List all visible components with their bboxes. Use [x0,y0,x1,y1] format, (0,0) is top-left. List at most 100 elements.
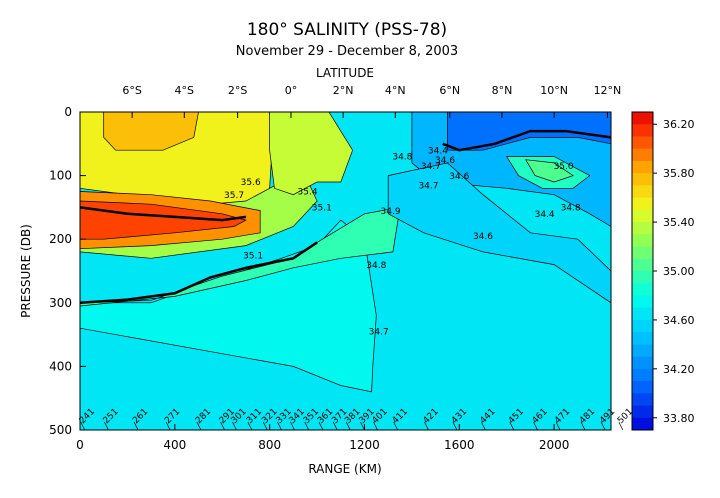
latitude-tick-label: 12°N [594,84,622,97]
station-marker [262,421,268,431]
station-marker [345,421,351,431]
colorbar-swatch [632,393,653,407]
latitude-tick-label: 2°N [333,84,354,97]
colorbar-swatch [632,368,653,382]
colorbar-tick-label: 33.80 [663,412,695,425]
colorbar-swatch [632,160,653,174]
contour-label: 34.7 [418,181,438,191]
contour-label: 34.8 [392,153,412,163]
station-marker [104,421,109,431]
contour-label: 34.8 [366,261,386,271]
x-axis-ticks: 0 400 800 1200 1600 2000 [76,424,569,452]
station-marker [618,421,624,431]
x-tick-label: 2000 [539,438,570,452]
station-marker [509,421,515,431]
colorbar-swatch [632,246,653,260]
x-axis-label: RANGE (KM) [308,462,381,476]
colorbar [631,111,654,431]
station-marker [332,421,338,431]
latitude-tick-label: 4°N [385,84,406,97]
colorbar-swatch [632,295,653,309]
region-equator-yellow [269,112,353,196]
salinity-field [80,112,611,430]
colorbar-tick-label: 36.20 [663,118,695,131]
region-north-upper-cyan [387,162,611,304]
station-marker [373,421,378,431]
region-mid-band [80,206,401,307]
station-marker [481,421,486,431]
colorbar-swatch [632,209,653,223]
station-marker [424,421,429,431]
latitude-tick-label: 6°S [122,84,141,97]
colorbar-swatch [632,124,653,137]
station-marker [304,421,310,431]
contour-label: 35.1 [312,204,332,214]
colorbar-swatch [632,234,653,248]
colorbar-swatch [632,319,653,333]
latitude-tick-label: 8°N [492,84,513,97]
contour-label: 34.6 [473,232,493,242]
latitude-tick-label: 6°N [439,84,460,97]
station-marker [80,421,86,431]
station-marker [220,421,225,431]
contour-label: 34.9 [381,207,401,217]
contour-label: 35.7 [224,191,244,201]
top-axis-label: LATITUDE [316,66,374,80]
contour-label: 35.4 [298,188,318,198]
colorbar-swatch [632,258,653,272]
thick-contour-2 [80,206,247,222]
colorbar-swatch [632,136,653,150]
contour-label: 35.0 [554,162,574,172]
colorbar-swatch [632,283,653,296]
y-tick-label: 0 [64,105,72,119]
colorbar-tick-label: 35.80 [663,167,695,180]
station-marker [555,421,561,431]
station-marker [232,421,237,431]
contour-label: 34.6 [449,172,469,182]
y-tick-label: 100 [49,169,72,183]
contour-label: 35.1 [243,251,263,261]
contour-label: 34.4 [428,146,448,156]
chart-subtitle: November 29 - December 8, 2003 [236,44,458,59]
colorbar-swatch [632,417,653,431]
colorbar-swatch [632,271,653,284]
contour-lines [80,129,611,305]
region-south-core [80,200,247,240]
contour-label: 35.6 [241,178,261,188]
colorbar-swatch [632,381,653,394]
x-tick-label: 400 [163,438,186,452]
latitude-ticks: 6°S 4°S 2°S 0° 2°N 4°N 6°N 8°N 10°N 12°N [122,84,621,118]
contour-label: 34.4 [535,210,555,220]
colorbar-tick-label: 35.40 [663,216,695,229]
colorbar-swatch [632,405,653,419]
x-tick-label: 1200 [349,438,380,452]
plot-frame [79,111,612,431]
colorbar-tick-label: 34.20 [663,363,695,376]
station-marker [580,421,586,431]
y-tick-label: 300 [49,296,72,310]
station-marker [290,421,295,431]
latitude-tick-label: 0° [285,84,298,97]
station-marker [533,421,538,431]
colorbar-swatch [632,222,653,235]
colorbar-swatch [632,307,653,321]
colorbar-swatch [632,356,653,370]
colorbar-swatch [632,332,653,345]
colorbar-tick-label: 34.60 [663,314,695,327]
station-marker [318,421,324,431]
colorbar-swatch [632,112,653,125]
station-marker [360,421,365,431]
station-marker [165,421,171,431]
colorbar-swatch [632,148,653,162]
station-marker [196,421,202,431]
latitude-tick-label: 2°S [228,84,247,97]
station-marker [133,421,139,431]
thick-contour-1 [80,241,318,305]
chart-title: 180° SALINITY (PSS-78) [247,20,447,40]
y-tick-label: 200 [49,232,72,246]
contour-label: 34.8 [561,204,581,214]
latitude-tick-label: 10°N [540,84,568,97]
colorbar-swatch [632,173,653,186]
region-south-upper-inner [103,112,199,151]
